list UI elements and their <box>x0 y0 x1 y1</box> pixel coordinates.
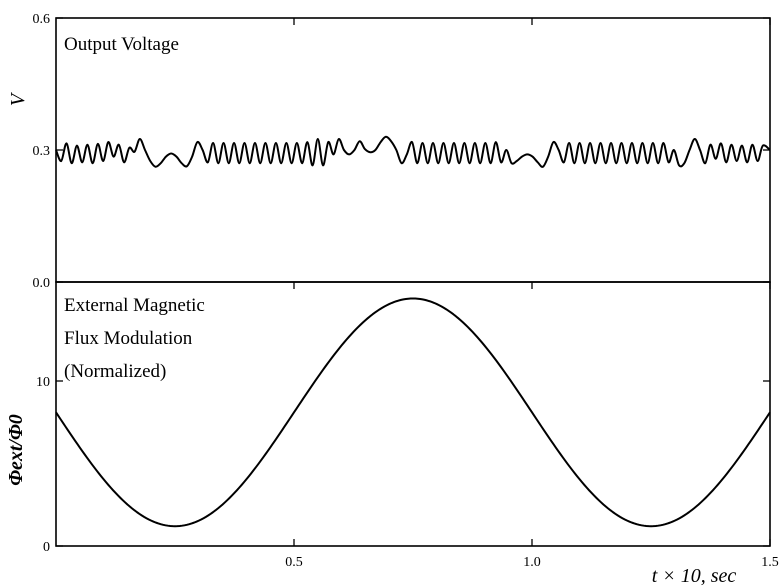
top-y-axis-label: V <box>7 91 29 106</box>
x-tick-label-0: 0.5 <box>285 555 303 570</box>
bottom-panel-title-line-2: Flux Modulation <box>64 328 193 349</box>
x-tick-label-2: 1.5 <box>761 555 779 570</box>
top-y-tick-label-0: 0.0 <box>33 276 51 291</box>
bottom-y-axis-label: Φext/Φ0 <box>5 414 27 486</box>
top-panel-title: Output Voltage <box>64 34 179 55</box>
bottom-panel-title-line-1: External Magnetic <box>64 295 205 316</box>
flux-modulation-line <box>55 297 771 528</box>
bottom-y-tick-label-1: 10 <box>36 375 50 390</box>
top-panel-frame <box>55 17 771 283</box>
ticks-layer: 0.0 0.3 0.6 0 10 0.5 1.0 1.5 <box>33 12 779 570</box>
bottom-panel-frame <box>55 281 771 547</box>
x-axis-label: t × 10, sec <box>652 565 737 587</box>
x-tick-label-1: 1.0 <box>523 555 541 570</box>
bottom-y-tick-label-0: 0 <box>43 540 50 555</box>
top-y-tick-label-1: 0.3 <box>33 144 51 159</box>
output-voltage-line <box>55 135 771 168</box>
top-y-tick-label-2: 0.6 <box>33 12 51 27</box>
curves-layer <box>55 135 771 528</box>
bottom-panel-title-line-3: (Normalized) <box>64 361 166 382</box>
